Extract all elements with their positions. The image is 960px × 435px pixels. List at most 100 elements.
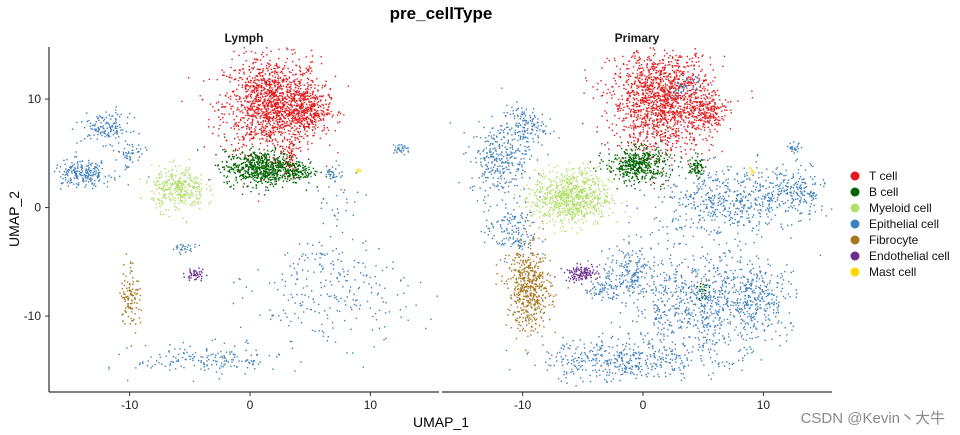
- data-point: [266, 138, 268, 140]
- data-point: [286, 98, 288, 101]
- data-point: [723, 55, 726, 58]
- data-point: [102, 127, 104, 129]
- data-point: [298, 116, 301, 119]
- data-point: [206, 188, 208, 191]
- data-point: [310, 104, 312, 107]
- data-point: [257, 85, 259, 87]
- data-point: [165, 172, 167, 174]
- data-point: [261, 156, 263, 159]
- data-point: [133, 296, 136, 299]
- data-point: [633, 83, 636, 85]
- data-point: [285, 173, 287, 175]
- data-point: [292, 60, 294, 63]
- data-point: [707, 97, 709, 100]
- data-point: [641, 122, 643, 124]
- data-point: [178, 194, 181, 196]
- data-point: [272, 109, 274, 111]
- data-point: [282, 174, 284, 176]
- data-point: [248, 154, 250, 157]
- data-point: [322, 222, 324, 225]
- data-point: [236, 366, 238, 368]
- data-point: [290, 95, 292, 97]
- data-point: [287, 118, 290, 120]
- data-point: [184, 195, 186, 197]
- data-point: [179, 176, 181, 179]
- data-point: [273, 175, 275, 177]
- data-point: [653, 119, 655, 121]
- data-point: [293, 95, 296, 97]
- data-point: [177, 186, 179, 189]
- data-point: [185, 358, 187, 361]
- data-point: [77, 182, 80, 184]
- data-point: [225, 150, 227, 152]
- data-point: [124, 298, 126, 301]
- data-point: [309, 101, 312, 103]
- data-point: [668, 126, 671, 128]
- data-point: [639, 149, 641, 151]
- data-point: [638, 126, 640, 128]
- data-point: [304, 91, 307, 93]
- data-point: [97, 172, 99, 174]
- data-point: [176, 185, 178, 187]
- data-point: [295, 170, 298, 172]
- data-point: [95, 172, 97, 174]
- data-point: [301, 255, 303, 257]
- data-point: [138, 363, 141, 366]
- data-point: [660, 115, 663, 117]
- data-point: [297, 138, 299, 140]
- data-point: [121, 282, 123, 285]
- data-point: [75, 173, 78, 175]
- data-point: [647, 131, 649, 133]
- data-point: [74, 156, 76, 158]
- data-point: [242, 68, 245, 70]
- data-point: [700, 118, 702, 120]
- data-point: [269, 115, 271, 118]
- data-point: [269, 72, 271, 75]
- data-point: [275, 106, 277, 109]
- data-point: [82, 181, 84, 183]
- data-point: [276, 356, 278, 358]
- data-point: [630, 85, 633, 87]
- data-point: [245, 164, 248, 166]
- data-point: [262, 121, 264, 123]
- data-point: [304, 254, 307, 256]
- data-point: [178, 185, 180, 187]
- data-point: [255, 177, 258, 179]
- data-point: [269, 124, 271, 126]
- data-point: [232, 105, 234, 107]
- data-point: [191, 187, 194, 189]
- data-point: [275, 116, 278, 119]
- data-point: [289, 130, 291, 132]
- data-point: [681, 132, 683, 134]
- data-point: [183, 276, 185, 278]
- data-point: [306, 285, 308, 287]
- data-point: [224, 151, 226, 153]
- data-point: [253, 159, 255, 161]
- data-point: [192, 353, 194, 356]
- data-point: [290, 178, 292, 180]
- data-point: [322, 95, 324, 97]
- data-point: [241, 173, 244, 176]
- data-point: [195, 178, 198, 180]
- data-point: [237, 167, 239, 169]
- data-point: [183, 201, 185, 204]
- data-point: [304, 97, 306, 100]
- data-point: [269, 117, 271, 119]
- data-point: [261, 134, 263, 136]
- data-point: [94, 173, 96, 176]
- data-point: [189, 245, 191, 247]
- data-point: [208, 118, 210, 121]
- data-point: [180, 200, 182, 202]
- data-point: [670, 111, 672, 114]
- data-point: [280, 100, 282, 102]
- data-point: [226, 75, 228, 78]
- data-point: [151, 164, 153, 166]
- data-point: [254, 102, 256, 104]
- data-point: [671, 157, 673, 159]
- data-point: [661, 67, 664, 69]
- data-point: [259, 92, 262, 94]
- data-point: [226, 161, 228, 163]
- data-point: [261, 108, 263, 110]
- data-point: [244, 122, 246, 124]
- data-point: [638, 85, 640, 87]
